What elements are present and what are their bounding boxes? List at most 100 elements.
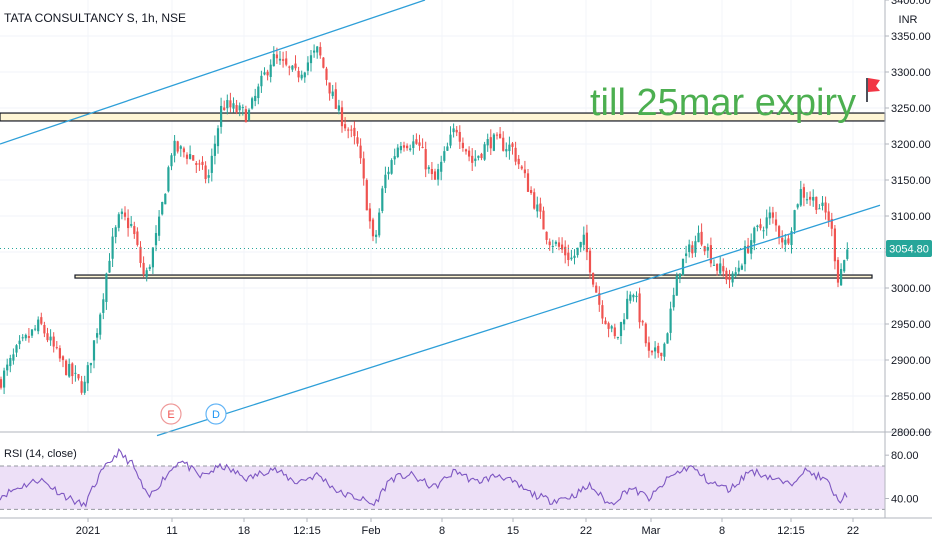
candle-up: [68, 358, 71, 378]
candle-down: [235, 99, 238, 115]
candle-up: [247, 108, 251, 122]
candle-up: [238, 102, 241, 117]
candle-down: [406, 143, 409, 151]
candle-up: [226, 94, 229, 115]
candle-up: [251, 96, 254, 110]
candle-down: [371, 217, 375, 242]
candle-up: [49, 329, 52, 346]
price-tick-label: 3200.00: [891, 139, 931, 151]
candle-up: [840, 263, 843, 286]
candle-up: [387, 166, 390, 180]
candle-down: [356, 131, 359, 147]
upper-trendline[interactable]: [0, 0, 426, 145]
candle-up: [734, 267, 737, 278]
candle-down: [192, 155, 195, 161]
candle-down: [607, 321, 610, 338]
rsi-tick-label: 40.00: [891, 494, 919, 506]
candle-down: [195, 160, 198, 173]
candle-down: [198, 159, 201, 171]
candle-up: [740, 263, 743, 271]
candle-down: [638, 287, 641, 329]
candle-up: [477, 155, 480, 161]
candle-down: [545, 231, 548, 245]
candle-up: [220, 97, 223, 134]
candle-up: [213, 135, 216, 165]
rsi-line: [0, 447, 848, 508]
candle-down: [542, 206, 545, 230]
time-tick-label: 8: [719, 525, 725, 537]
symbol-title: TATA CONSULTANCY S, 1h, NSE: [4, 11, 186, 25]
candle-up: [582, 226, 585, 251]
currency-label: INR: [899, 14, 918, 26]
candle-down: [598, 286, 601, 312]
candle-down: [334, 82, 337, 110]
candle-down: [325, 66, 328, 86]
candle-up: [89, 362, 92, 374]
candle-down: [595, 282, 598, 293]
candle-down: [778, 224, 781, 245]
candle-down: [322, 57, 325, 69]
candle-up: [114, 225, 117, 244]
candle-up: [669, 301, 672, 341]
candle-up: [393, 148, 396, 165]
candle-down: [520, 165, 523, 171]
candle-up: [697, 225, 700, 243]
candle-up: [443, 146, 446, 163]
candle-down: [350, 125, 353, 138]
candle-up: [96, 328, 99, 344]
candle-up: [92, 340, 96, 369]
lower-trendline[interactable]: [156, 204, 881, 437]
marker-d-label: D: [212, 409, 220, 421]
candle-up: [756, 224, 759, 232]
candle-up: [440, 155, 443, 181]
candle-up: [694, 235, 697, 258]
time-tick-label: Mar: [642, 525, 661, 537]
candle-down: [499, 127, 502, 139]
candle-down: [133, 221, 136, 239]
candle-up: [83, 375, 86, 395]
candle-up: [102, 293, 105, 320]
candle-down: [282, 51, 285, 68]
candle-up: [712, 259, 716, 266]
marker-e[interactable]: E: [160, 403, 182, 425]
rsi-band: [0, 466, 885, 510]
candle-down: [71, 362, 74, 385]
candle-up: [793, 209, 796, 235]
candle-down: [530, 186, 533, 195]
candle-down: [433, 168, 437, 180]
candle-up: [316, 45, 319, 59]
candle-up: [384, 166, 387, 194]
candle-down: [58, 345, 61, 362]
candle-up: [313, 44, 316, 58]
annotation-text: till 25mar expiry: [590, 82, 856, 124]
candle-down: [402, 141, 406, 152]
candle-down: [722, 258, 725, 277]
candle-up: [753, 226, 756, 251]
candle-up: [812, 189, 815, 207]
price-tick-label: 3250.00: [891, 103, 931, 115]
candle-down: [244, 105, 247, 123]
time-tick-label: 8: [439, 525, 445, 537]
candle-up: [331, 84, 334, 99]
candle-down: [539, 197, 542, 219]
candle-up: [151, 246, 154, 274]
candle-down: [592, 272, 595, 288]
time-tick-label: 18: [238, 525, 250, 537]
candle-down: [830, 212, 833, 237]
candle-down: [604, 317, 607, 325]
candle-down: [747, 237, 750, 254]
candle-down: [0, 376, 3, 390]
marker-d[interactable]: D: [205, 403, 227, 425]
candle-up: [768, 206, 771, 225]
candle-up: [799, 180, 802, 207]
last-price-label: 3054.80: [889, 244, 929, 256]
candle-up: [666, 332, 669, 344]
candle-down: [833, 225, 836, 270]
candle-up: [672, 287, 675, 311]
candle-up: [161, 201, 164, 216]
axes: 3400.00 3350.00 3300.00 3250.00 3200.00 3150.…: [0, 0, 932, 537]
candle-up: [762, 226, 765, 239]
support-zone[interactable]: [74, 274, 873, 279]
candle-down: [142, 256, 145, 278]
